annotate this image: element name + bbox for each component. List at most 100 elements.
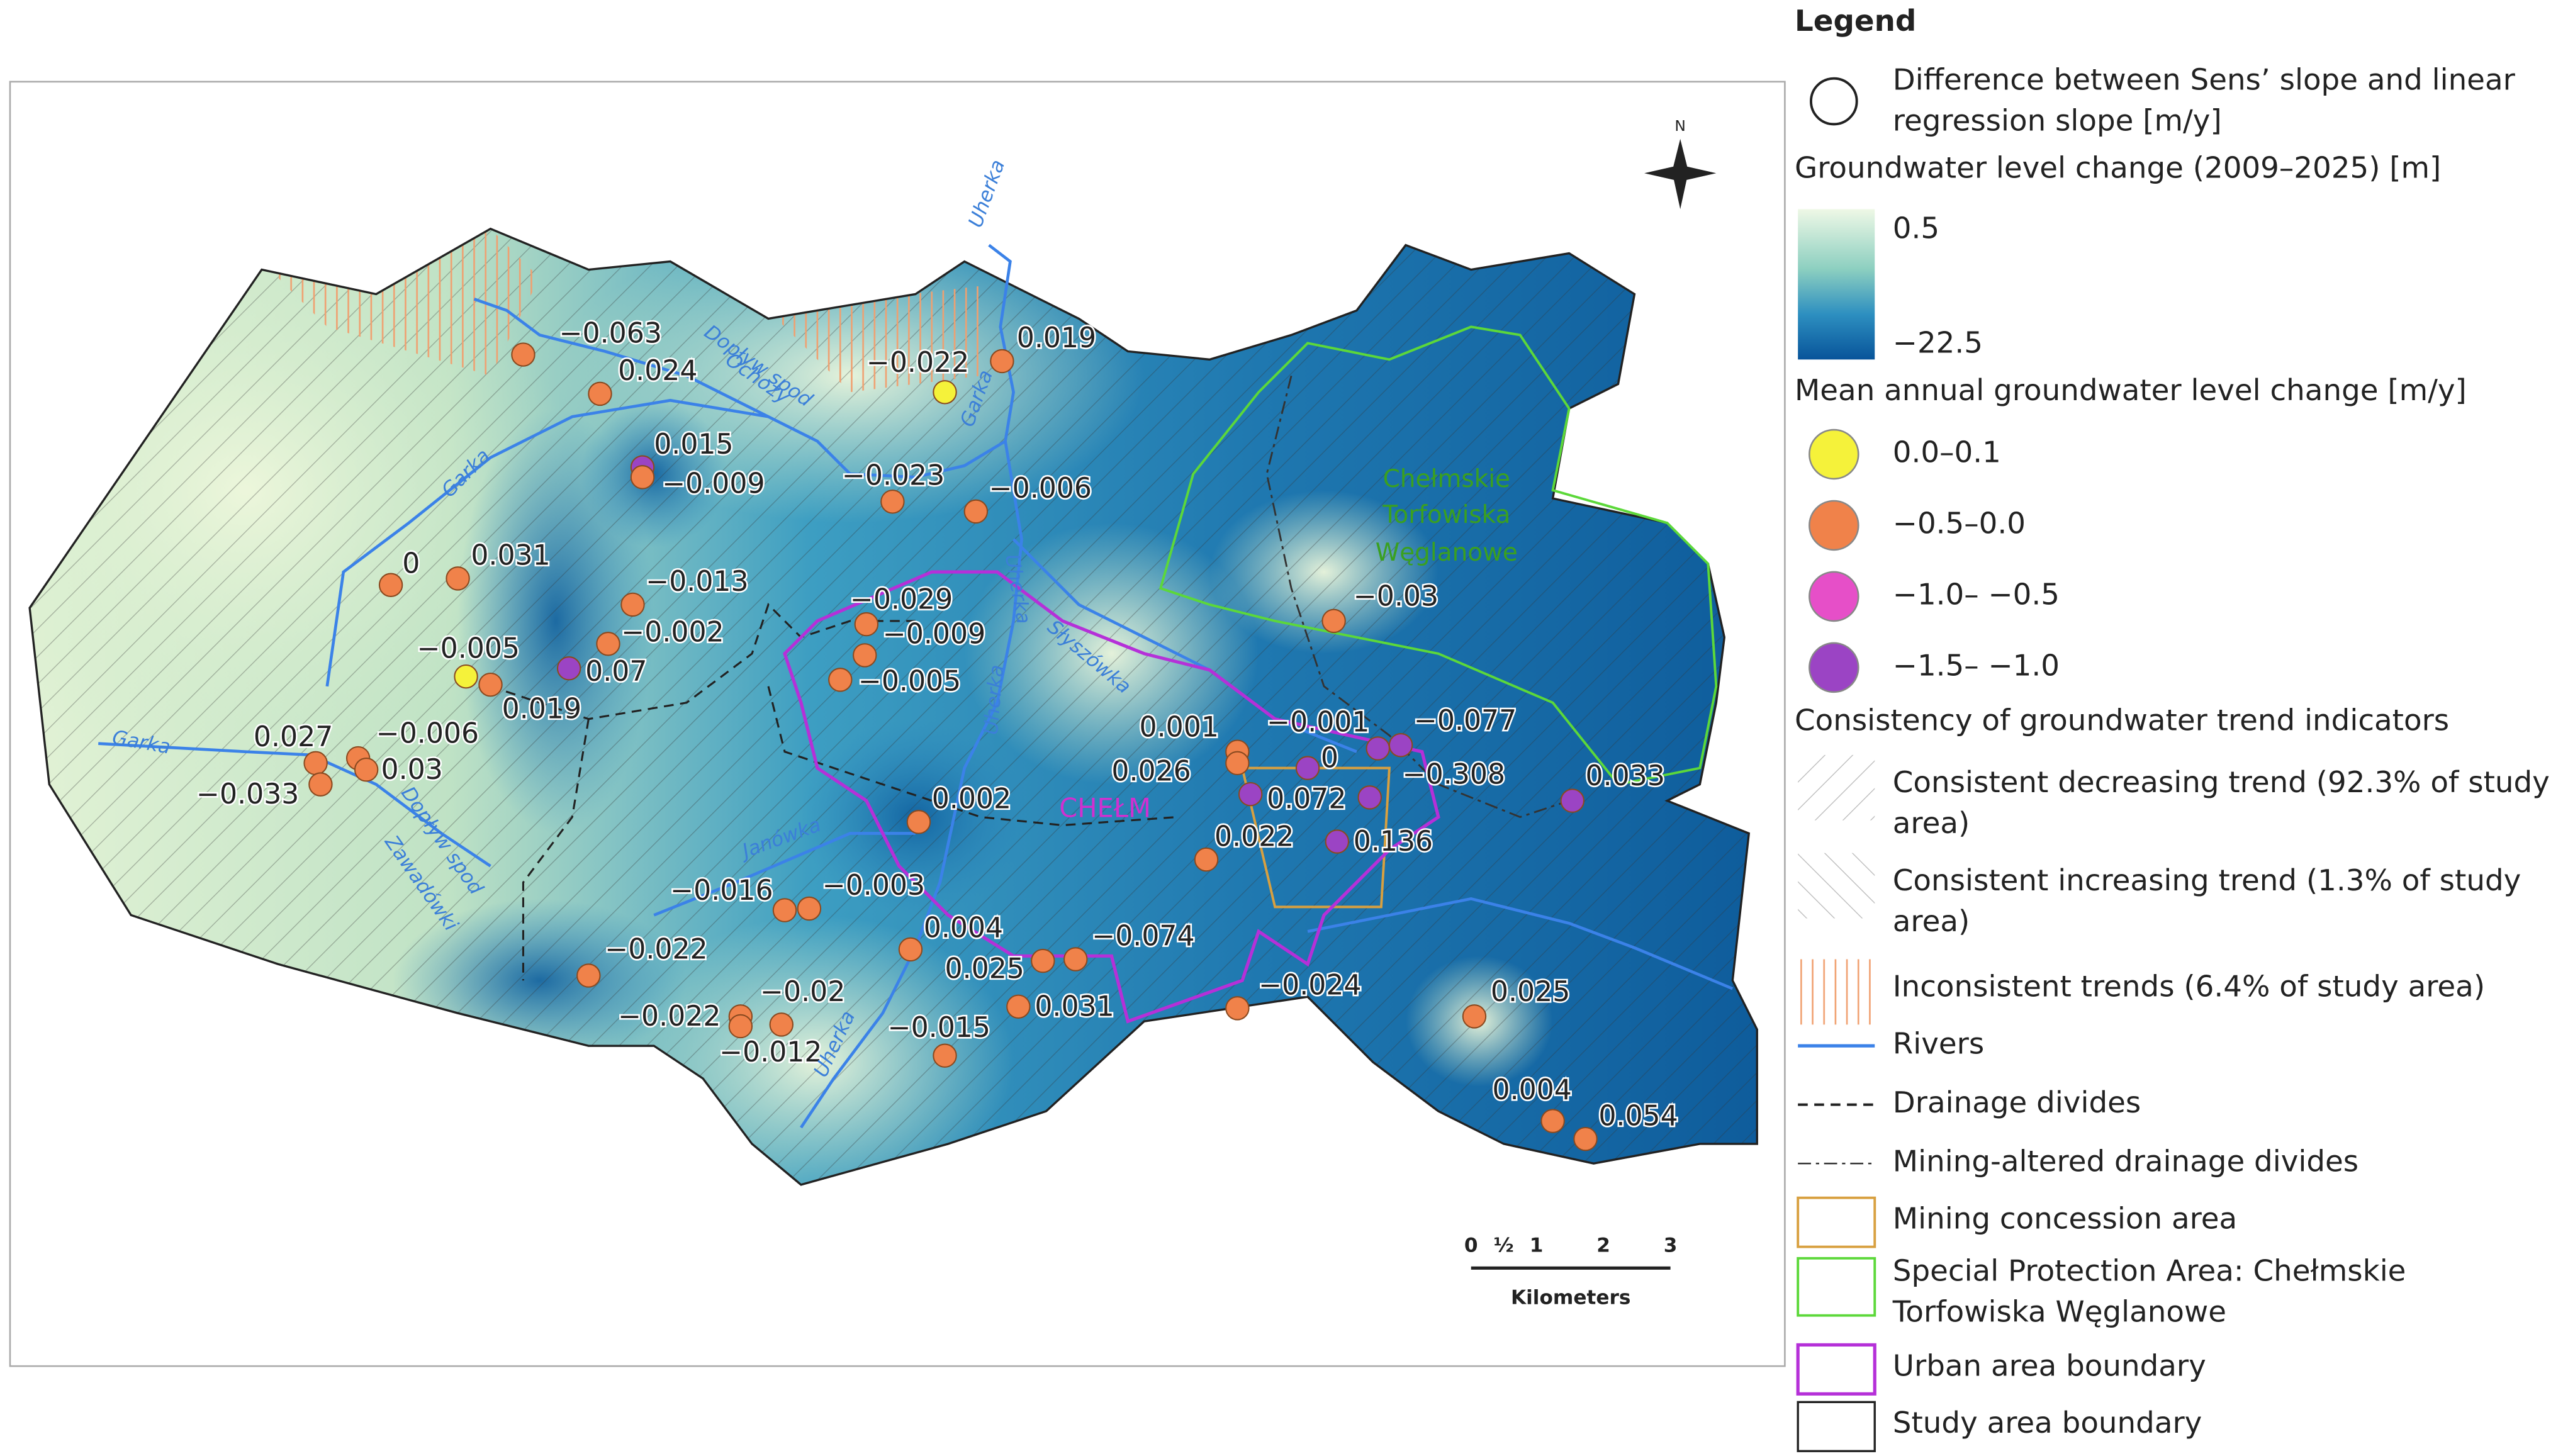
station-label: 0.136 [1354, 826, 1433, 858]
station [1063, 947, 1088, 972]
station-label: 0 [1321, 742, 1338, 775]
station-label: −0.022 [618, 1000, 721, 1033]
station-label: 0.027 [254, 721, 333, 753]
legend-text: Consistent increasing trend (1.3% of stu… [1893, 864, 2521, 898]
station [1325, 829, 1350, 854]
station-label: −0.03 [1354, 581, 1439, 613]
legend-text: Rivers [1893, 1028, 1984, 1061]
legend-symbol [1796, 1343, 1876, 1396]
station-label: −0.063 [559, 317, 662, 349]
scale-label: 3 [1664, 1234, 1678, 1257]
legend-text: Torfowiska Węglanowe [1892, 1296, 2226, 1330]
legend-text: Special Protection Area: Chełmskie [1893, 1255, 2406, 1289]
station-label: −0.006 [376, 718, 479, 750]
station-label: −0.077 [1414, 705, 1517, 737]
station-label: 0.019 [502, 693, 581, 725]
station [933, 380, 957, 405]
station-label: 0.025 [1491, 976, 1570, 1008]
legend-text: −1.0– −0.5 [1893, 578, 2060, 612]
station [1295, 756, 1320, 780]
river-label: Uherka [964, 157, 1009, 230]
station [898, 937, 923, 962]
station [378, 573, 403, 597]
scale-label: ½ [1494, 1234, 1514, 1257]
station-label: −0.009 [883, 618, 985, 650]
station [1462, 1004, 1487, 1029]
legend-title: Legend [1795, 4, 1916, 38]
station [990, 349, 1014, 374]
legend-text: Difference between Sens’ slope and linea… [1893, 63, 2516, 97]
legend-text: Consistent decreasing trend (92.3% of st… [1893, 766, 2550, 800]
legend-symbol [1809, 642, 1859, 693]
legend: Legend Difference between Sens’ slope and… [1795, 4, 2550, 1452]
station-label: 0.004 [924, 912, 1003, 944]
station-label: 0.072 [1267, 783, 1346, 815]
station [1388, 733, 1413, 758]
station [446, 566, 470, 591]
station-label: −0.012 [719, 1036, 822, 1068]
legend-text: Mining-altered drainage divides [1893, 1145, 2358, 1179]
station-label: −0.009 [662, 468, 765, 500]
station [596, 632, 620, 656]
mining-concession [1240, 766, 1391, 909]
legend-text: regression slope [m/y] [1893, 104, 2222, 138]
legend-text: Drainage divides [1893, 1086, 2141, 1120]
station [511, 342, 536, 367]
station-label: −0.023 [842, 459, 945, 491]
station-label: −0.022 [605, 934, 707, 966]
station-label: 0.019 [1017, 322, 1096, 354]
station [880, 490, 905, 514]
legend-text: −0.5–0.0 [1893, 507, 2026, 540]
legend-text: −22.5 [1893, 326, 1983, 360]
drainage-divides [490, 603, 1177, 981]
station [933, 1043, 957, 1068]
station [478, 672, 503, 697]
legend-text: 0.5 [1893, 212, 1939, 246]
station-label: −0.022 [866, 347, 969, 379]
station [308, 772, 333, 797]
station [1225, 996, 1250, 1021]
station [1366, 736, 1390, 761]
station-label: 0.054 [1598, 1100, 1678, 1132]
legend-text: Mining concession area [1893, 1202, 2237, 1236]
scale-label: 0 [1464, 1234, 1478, 1257]
legend-text: Study area boundary [1893, 1406, 2202, 1440]
legend-symbol [1798, 754, 1875, 820]
station-label: −0.003 [822, 870, 925, 902]
station-label: 0.031 [471, 540, 550, 572]
station-label: 0.03 [381, 754, 443, 786]
station [630, 465, 655, 490]
legend-text: area) [1893, 905, 1970, 939]
station [1238, 781, 1263, 807]
legend-colorbar [1798, 209, 1875, 360]
station-label: −0.015 [888, 1012, 990, 1044]
station [576, 963, 601, 988]
legend-symbol [1797, 1257, 1876, 1317]
station-label: −0.074 [1092, 921, 1194, 953]
station [303, 751, 328, 776]
station [1225, 751, 1250, 776]
legend-heading: Mean annual groundwater level change [m/… [1795, 374, 2467, 408]
station-label: 0.026 [1111, 755, 1191, 787]
protected-area-label: Chełmskie [1383, 465, 1510, 493]
station [769, 1012, 794, 1037]
station-label: 0.022 [1214, 820, 1294, 853]
station-label: 0.031 [1035, 990, 1114, 1022]
station [772, 898, 797, 922]
station-label: −0.308 [1403, 759, 1505, 791]
station [728, 1014, 753, 1039]
station-label: 0 [402, 548, 420, 580]
station [454, 664, 478, 689]
station [797, 896, 822, 921]
station [1573, 1126, 1598, 1151]
station-label: 0.07 [585, 656, 647, 688]
station [828, 668, 853, 692]
protected-area-label: Torfowiska [1382, 501, 1510, 529]
north-label: N [1674, 117, 1685, 135]
station [1540, 1109, 1565, 1133]
map-frame [9, 81, 1786, 1367]
station-label: −0.02 [760, 976, 845, 1008]
legend-text: Inconsistent trends (6.4% of study area) [1893, 970, 2485, 1004]
legend-text: 0.0–0.1 [1893, 435, 2001, 469]
station-label: 0.033 [1586, 760, 1665, 792]
